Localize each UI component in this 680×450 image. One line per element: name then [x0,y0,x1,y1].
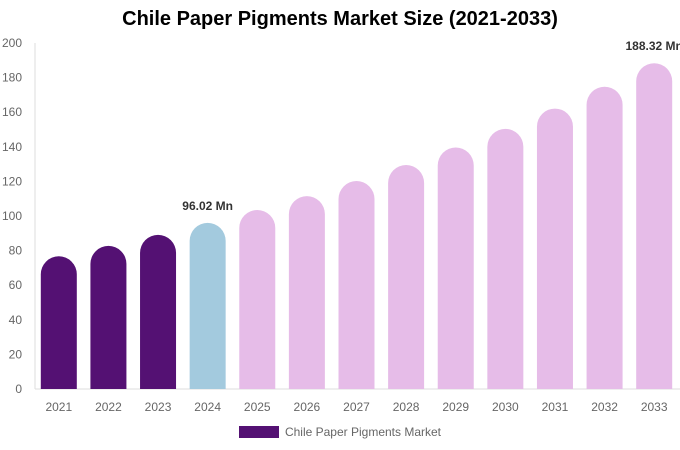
bar-2029 [437,147,474,389]
y-tick-label: 20 [9,347,23,361]
bar-2022 [90,245,127,389]
y-tick-label: 200 [2,36,22,50]
bar-2026 [288,196,325,389]
y-tick-label: 140 [2,140,22,154]
bar-2027 [338,181,375,389]
y-tick-label: 60 [9,278,23,292]
bar-2031 [536,108,573,389]
x-tick-label: 2027 [343,400,370,414]
y-tick-label: 180 [2,71,22,85]
x-tick-label: 2029 [442,400,469,414]
x-tick-label: 2026 [294,400,321,414]
x-tick-label: 2032 [591,400,618,414]
data-label: 96.02 Mn [182,199,233,213]
legend-swatch [238,426,279,438]
y-tick-label: 80 [9,244,23,258]
y-tick-label: 120 [2,174,22,188]
x-tick-label: 2031 [542,400,569,414]
x-tick-label: 2028 [393,400,420,414]
y-tick-label: 40 [9,313,23,327]
chart-title: Chile Paper Pigments Market Size (2021-2… [122,8,558,30]
x-tick-label: 2025 [244,400,271,414]
bar-2032 [586,86,623,390]
y-tick-label: 160 [2,105,22,119]
legend: Chile Paper Pigments Market [0,425,680,439]
bar-2025 [239,209,276,389]
x-tick-label: 2022 [95,400,122,414]
bar-2023 [140,234,177,389]
x-tick-label: 2024 [194,400,221,414]
legend-label: Chile Paper Pigments Market [284,425,442,439]
y-tick-label: 100 [2,209,22,223]
data-label: 188.32 Mn [626,39,680,53]
x-tick-label: 2030 [492,400,519,414]
x-tick-label: 2033 [641,400,668,414]
x-tick-label: 2023 [145,400,172,414]
bar-2021 [40,256,77,389]
bar-2024 [189,222,226,389]
bar-2030 [487,128,524,389]
y-tick-label: 0 [15,382,22,396]
bar-2028 [388,164,425,389]
bar-2033 [636,63,673,390]
x-tick-label: 2021 [45,400,72,414]
